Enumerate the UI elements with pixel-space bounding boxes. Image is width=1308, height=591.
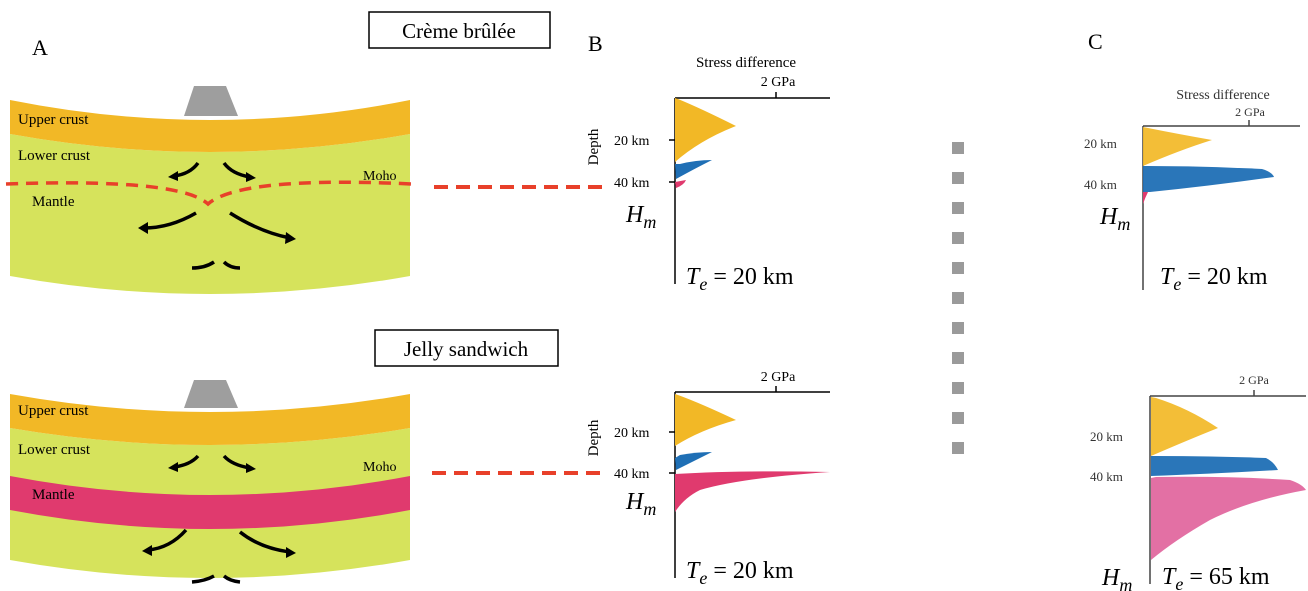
axis-title-stress-difference: Stress difference (1176, 88, 1269, 103)
strength-profile-b-bottom: 2 GPa Depth 20 km 40 km Hm Te = 20 km (586, 370, 830, 588)
tick-label-40km: 40 km (1090, 469, 1123, 484)
flow-arrow (229, 211, 291, 240)
model-title-box (368, 11, 551, 49)
tick-label-2gpa: 2 GPa (761, 75, 796, 90)
layer-label-moho: Moho (363, 169, 396, 184)
te-label: Te = 20 km (686, 558, 794, 588)
arrow-head (246, 463, 256, 473)
flow-arrow (222, 260, 241, 270)
model-title-text: Jelly sandwich (404, 337, 529, 361)
tick-label-40km: 40 km (614, 467, 650, 482)
tick-label-2gpa: 2 GPa (1235, 105, 1265, 119)
mantle-strength (1143, 192, 1148, 204)
flow-arrow (143, 211, 197, 230)
flow-arrow (191, 574, 215, 584)
upper-crust-strength (1151, 397, 1218, 456)
panel-label-b: B (588, 31, 603, 56)
mantle-strength (1151, 476, 1306, 560)
panel-label-c: C (1088, 29, 1103, 54)
lower-crust-strength (675, 160, 712, 179)
te-label: Te = 20 km (1160, 264, 1268, 294)
mantle-strength (675, 180, 686, 188)
upper-crust-strength (1143, 127, 1212, 166)
lower-crust-strength (1143, 166, 1274, 192)
layer-label-mantle: Mantle (32, 487, 75, 503)
flow-arrows (143, 161, 291, 270)
tick-label-20km: 20 km (614, 426, 650, 441)
lower-crust-strength (675, 452, 712, 470)
hm-label: Hm (625, 202, 656, 232)
model-title-box (374, 329, 559, 367)
tick-label-20km: 20 km (1084, 136, 1117, 151)
te-label: Te = 20 km (686, 264, 794, 294)
layer-label-upper-crust: Upper crust (18, 403, 89, 419)
axis-title-stress-difference: Stress difference (696, 55, 796, 71)
tick-label-20km: 20 km (614, 134, 650, 149)
axis-title-depth: Depth (586, 128, 602, 165)
upper-crust-strength (675, 394, 736, 446)
hm-label: Hm (1099, 204, 1130, 234)
strength-profile-b-top: Stress difference 2 GPa Depth 20 km 40 k… (586, 55, 830, 294)
panel-label-a: A (32, 35, 48, 60)
cross-section-jelly-sandwich: Upper crust Lower crust Mantle Moho (10, 380, 410, 584)
volcano-load-icon (184, 380, 238, 408)
flow-arrow (191, 260, 215, 270)
layer-label-lower-crust: Lower crust (18, 148, 91, 164)
layer-label-mantle: Mantle (32, 194, 75, 210)
tick-label-2gpa: 2 GPa (761, 370, 796, 385)
arrow-head (168, 462, 178, 472)
cross-section-creme-brulee: Upper crust Lower crust Mantle Moho (5, 86, 413, 294)
axis-title-depth: Depth (586, 419, 602, 456)
lower-crust-mantle-layer (10, 134, 410, 294)
tick-label-40km: 40 km (1084, 177, 1117, 192)
mantle-strength (675, 471, 830, 512)
moho-line (5, 180, 413, 207)
arrow-head (286, 547, 296, 558)
arrow-heads (138, 171, 296, 244)
lower-crust-strength (1151, 456, 1278, 476)
layer-label-moho: Moho (363, 460, 396, 475)
tick-label-2gpa: 2 GPa (1239, 373, 1269, 387)
arrow-heads (142, 462, 296, 558)
hm-label: Hm (625, 489, 656, 519)
layer-label-lower-crust: Lower crust (18, 442, 91, 458)
upper-crust-strength (675, 98, 736, 162)
model-title-text: Crème brûlée (402, 19, 516, 43)
tick-label-40km: 40 km (614, 176, 650, 191)
model-title-creme-brulee: Crème brûlée (368, 11, 551, 49)
arrow-head (138, 222, 148, 234)
hm-label: Hm (1101, 565, 1132, 591)
arrow-head (246, 172, 256, 182)
te-label: Te = 65 km (1162, 564, 1270, 591)
tick-label-20km: 20 km (1090, 429, 1123, 444)
arrow-head (285, 232, 296, 244)
upper-crust-layer (10, 100, 410, 152)
strength-profile-c-top: Stress difference 2 GPa 20 km 40 km Hm T… (1084, 88, 1300, 294)
upper-crust-layer (10, 394, 410, 445)
volcano-load-icon (184, 86, 238, 116)
arrow-head (142, 545, 152, 556)
layer-label-upper-crust: Upper crust (18, 112, 89, 128)
strong-mantle-layer (10, 476, 410, 529)
model-title-jelly-sandwich: Jelly sandwich (374, 329, 559, 367)
strength-profile-c-bottom: 2 GPa 20 km 40 km Hm Te = 65 km (1090, 373, 1306, 591)
arrow-head (168, 171, 178, 181)
flow-arrow (238, 530, 291, 554)
flow-arrow (222, 574, 241, 584)
